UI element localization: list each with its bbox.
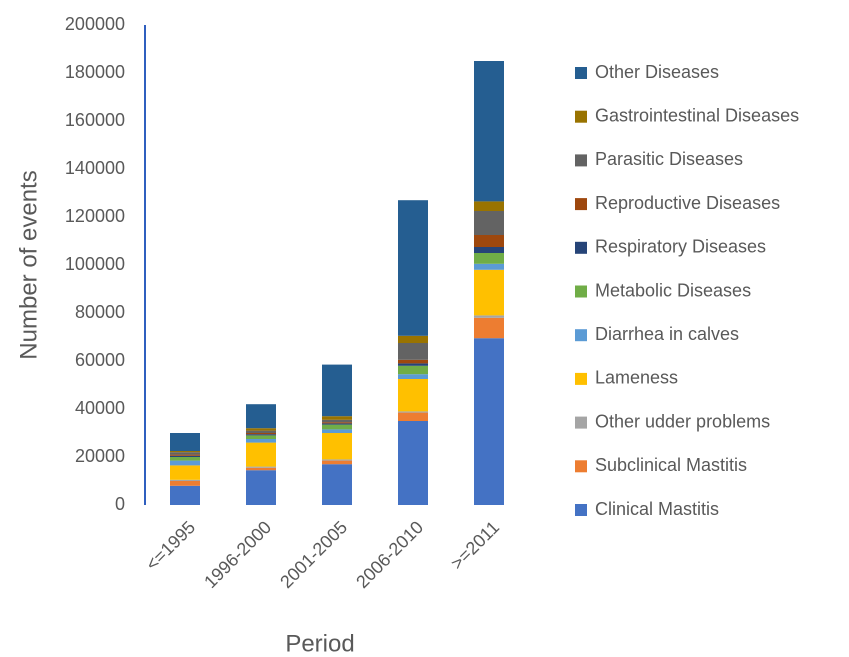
legend-swatch [575, 416, 587, 429]
bar-segment [474, 247, 504, 253]
bar-segment [246, 430, 276, 433]
x-tick-label: >=2011 [447, 517, 503, 573]
bar-segment [170, 457, 200, 461]
bar-segment [398, 374, 428, 379]
bar-segment [170, 433, 200, 451]
bar-segment [398, 411, 428, 413]
x-tick-label: 2001-2005 [276, 517, 351, 592]
legend-label: Parasitic Diseases [595, 149, 743, 169]
bar-segment [170, 460, 200, 466]
legend-label: Gastrointestinal Diseases [595, 105, 799, 125]
y-tick-label: 80000 [75, 302, 125, 322]
y-tick-label: 0 [115, 494, 125, 514]
bar-segment [398, 421, 428, 505]
legend-swatch [575, 241, 587, 254]
bar-segment [398, 335, 428, 343]
legend-label: Reproductive Diseases [595, 193, 780, 213]
bar-segment [246, 433, 276, 435]
legend-label: Subclinical Mastitis [595, 455, 747, 475]
legend-label: Other Diseases [595, 62, 719, 82]
bar-segment [474, 201, 504, 211]
bar-segment [398, 200, 428, 336]
bar-segment [246, 404, 276, 429]
y-tick-label: 160000 [65, 110, 125, 130]
legend-swatch [575, 285, 587, 298]
bar-segment [322, 422, 352, 424]
bar-segment [246, 467, 276, 471]
x-tick-label: 1996-2000 [200, 517, 275, 592]
x-tick-label: <=1995 [142, 517, 199, 574]
y-tick-label: 180000 [65, 62, 125, 82]
bar-segment [398, 363, 428, 366]
legend-label: Lameness [595, 368, 678, 388]
legend-swatch [575, 329, 587, 342]
bar-segment [246, 439, 276, 443]
legend-label: Respiratory Diseases [595, 237, 766, 257]
y-tick-label: 20000 [75, 446, 125, 466]
bar-segment [322, 416, 352, 420]
bar-segment [322, 429, 352, 433]
bar-segment [246, 470, 276, 505]
bar-segment [322, 423, 352, 425]
legend-label: Clinical Mastitis [595, 499, 719, 519]
legend-swatch [575, 154, 587, 167]
bar-segment [170, 451, 200, 453]
bar-segment [322, 364, 352, 417]
bar-segment [398, 343, 428, 360]
y-tick-label: 120000 [65, 206, 125, 226]
bar-segment [474, 263, 504, 270]
bar-segment [170, 479, 200, 481]
legend-label: Metabolic Diseases [595, 280, 751, 300]
y-axis-title: Number of events [15, 170, 42, 359]
y-tick-label: 100000 [65, 254, 125, 274]
bar-segment [322, 459, 352, 461]
y-tick-label: 140000 [65, 158, 125, 178]
bar-segment [170, 465, 200, 480]
bar-segment [474, 317, 504, 339]
bar-segment [322, 433, 352, 460]
y-tick-label: 200000 [65, 14, 125, 34]
bar-segment [474, 253, 504, 264]
bar-segment [170, 481, 200, 486]
bar-segment [246, 442, 276, 467]
bar-segment [322, 460, 352, 465]
bar-segment [246, 434, 276, 436]
y-tick-label: 40000 [75, 398, 125, 418]
bar-segment [474, 269, 504, 316]
bar-segment [170, 485, 200, 505]
bar-segment [170, 454, 200, 456]
bar-segment [170, 452, 200, 455]
bar-segment [474, 235, 504, 247]
bar-segment [474, 315, 504, 318]
legend-label: Diarrhea in calves [595, 324, 739, 344]
bar-segment [246, 466, 276, 468]
bar-segment [474, 338, 504, 505]
bar-segment [322, 424, 352, 430]
legend-swatch [575, 504, 587, 516]
x-axis-title: Period [285, 630, 354, 657]
bar-segment [474, 211, 504, 235]
legend-swatch [575, 67, 587, 79]
bar-segment [398, 379, 428, 412]
legend-label: Other udder problems [595, 411, 770, 431]
bar-segment [246, 428, 276, 431]
legend-swatch [575, 460, 587, 473]
bar-segment [322, 464, 352, 505]
bar-segment [170, 455, 200, 457]
bar-segment [398, 365, 428, 375]
y-tick-label: 60000 [75, 350, 125, 370]
legend-swatch [575, 110, 587, 123]
bar-segment [398, 359, 428, 364]
bar-segment [322, 419, 352, 423]
x-tick-label: 2006-2010 [352, 517, 427, 592]
legend-swatch [575, 198, 587, 211]
bar-segment [246, 435, 276, 439]
bar-segment [474, 61, 504, 202]
legend-swatch [575, 372, 587, 385]
bar-segment [398, 412, 428, 421]
